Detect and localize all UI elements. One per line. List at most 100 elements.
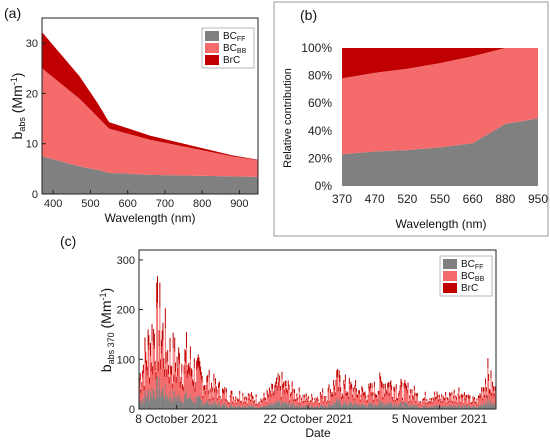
panel-c-bar-brc xyxy=(260,398,261,400)
panel-c-bar-brc xyxy=(462,394,463,397)
panel-b-xtick-label: 950 xyxy=(528,192,548,206)
panel-c-bar-brc xyxy=(242,393,243,396)
panel-c-bar-brc xyxy=(162,323,163,340)
panel-a-xtick-label: 900 xyxy=(230,198,248,210)
panel-b-ytick-label: 60% xyxy=(308,96,332,110)
panel-c-legend-swatch xyxy=(443,271,457,281)
panel-a-ylabel-close: ) xyxy=(9,73,25,78)
panel-c-bar-brc xyxy=(362,388,363,392)
panel-a-ylabel: babs (Mm-1) xyxy=(9,73,27,140)
panel-c-bar-brc xyxy=(224,387,225,391)
panel-c-bar-brc xyxy=(333,380,334,386)
panel-c-bar-brc xyxy=(325,396,326,399)
panel-c-bar-brc xyxy=(370,383,371,388)
panel-c-bar-brc xyxy=(186,332,187,347)
panel-b-ytick-label: 40% xyxy=(308,124,332,138)
panel-c-bar-brc xyxy=(394,388,395,392)
panel-b-xtick-label: 550 xyxy=(430,192,450,206)
panel-c-bar-brc xyxy=(167,350,168,362)
panel-c-bar-brc xyxy=(190,346,191,359)
panel-c-bar-brc xyxy=(473,396,474,399)
panel-c-bar-brc xyxy=(143,365,144,374)
panel-c-bar-brc xyxy=(296,393,297,396)
panel-c-bar-brc xyxy=(283,382,284,387)
panel-c-bar-brc xyxy=(458,387,459,391)
panel-c-bar-bc-bb xyxy=(209,378,210,400)
panel-c-bar-brc xyxy=(347,392,348,395)
panel-c-bar-brc xyxy=(159,283,160,308)
panel-c-legend-swatch xyxy=(443,283,457,293)
panel-c-bar-brc xyxy=(330,389,331,393)
panel-c-bar-brc xyxy=(437,392,438,395)
panel-c-xtick-label: 5 November 2021 xyxy=(392,412,488,426)
panel-c-bar-brc xyxy=(351,384,352,389)
panel-c-ylabel-main: b xyxy=(98,364,114,372)
panel-c-bar-brc xyxy=(170,338,171,352)
panel-c-bar-brc xyxy=(328,384,329,389)
panel-c-bar-brc xyxy=(456,397,457,399)
panel-a-ylabel-main: b xyxy=(9,131,25,139)
panel-c-bar-brc xyxy=(308,396,309,399)
panel-c-bar-brc xyxy=(304,395,305,398)
panel-c-bar-brc xyxy=(353,388,354,392)
panel-c-bar-brc xyxy=(429,398,430,400)
panel-c-bar-brc xyxy=(312,398,313,400)
panel-c-bar-brc xyxy=(173,333,174,348)
panel-c-bar-brc xyxy=(474,397,475,399)
panel-c-bar-brc xyxy=(177,357,178,367)
panel-c-bar-brc xyxy=(318,399,319,401)
panel-c-bar-brc xyxy=(207,375,208,382)
panel-b-areas xyxy=(342,48,538,186)
panel-c-bar-bc-bb xyxy=(328,389,329,403)
panel-c-bar-brc xyxy=(417,393,418,396)
panel-c-bar-brc xyxy=(281,372,282,379)
panel-c-bar-brc xyxy=(486,387,487,391)
panel-c-bar-brc xyxy=(311,394,312,397)
panel-c-bar-brc xyxy=(324,396,325,399)
panel-c-label: (c) xyxy=(60,233,76,249)
panel-c-bar-brc xyxy=(280,386,281,391)
panel-c-bar-brc xyxy=(443,396,444,399)
panel-c-bar-brc xyxy=(285,381,286,387)
panel-c-bar-brc xyxy=(272,384,273,389)
panel-c-bar-brc xyxy=(306,393,307,396)
panel-c-bar-brc xyxy=(451,392,452,395)
panel-b-xlabel: Wavelength (nm) xyxy=(396,217,487,231)
panel-c-bar-brc xyxy=(349,378,350,384)
panel-c-bar-brc xyxy=(334,386,335,391)
panel-a-xtick-label: 800 xyxy=(193,198,211,210)
panel-c-bar-brc xyxy=(410,389,411,393)
panel-c-bar-brc xyxy=(191,370,192,378)
panel-a-xtick-label: 400 xyxy=(44,198,62,210)
panel-c-bar-brc xyxy=(237,398,238,400)
panel-c-xtick-label: 8 October 2021 xyxy=(135,412,218,426)
panel-a-ylabel-unit: (Mm xyxy=(9,85,25,113)
panel-c-bar-brc xyxy=(440,399,441,401)
panel-a-legend: BCFFBCBBBrC xyxy=(202,28,254,68)
panel-a-ylabel-sub: abs xyxy=(17,117,27,132)
panel-c-bar-brc xyxy=(259,402,260,403)
panel-b-xtick-label: 370 xyxy=(332,192,352,206)
panel-c-bar-brc xyxy=(374,382,375,387)
panel-c-bar-brc xyxy=(426,399,427,401)
panel-c-bar-brc xyxy=(466,395,467,398)
panel-c-bar-brc xyxy=(376,395,377,398)
panel-c-bar-brc xyxy=(431,398,432,400)
panel-c-xtick-label: 22 October 2021 xyxy=(263,412,353,426)
panel-b-label: (b) xyxy=(300,7,317,23)
panel-c-bar-brc xyxy=(235,396,236,399)
panel-c-bar-brc xyxy=(481,387,482,391)
panel-c-bar-brc xyxy=(391,385,392,390)
panel-c-ylabel-sup: -1 xyxy=(98,292,108,300)
panel-c-bar-brc xyxy=(402,398,403,400)
panel-c-bar-brc xyxy=(292,381,293,387)
panel-a-legend-swatch xyxy=(205,55,219,65)
panel-b-ytick-label: 0% xyxy=(315,179,333,193)
panel-c-bar-brc xyxy=(392,397,393,399)
panel-c-bar-brc xyxy=(425,392,426,395)
panel-c-bar-brc xyxy=(441,394,442,397)
panel-c-bar-brc xyxy=(303,395,304,398)
panel-c-ylabel: babs 370 (Mm-1) xyxy=(98,288,116,372)
panel-c-bar-brc xyxy=(248,393,249,396)
